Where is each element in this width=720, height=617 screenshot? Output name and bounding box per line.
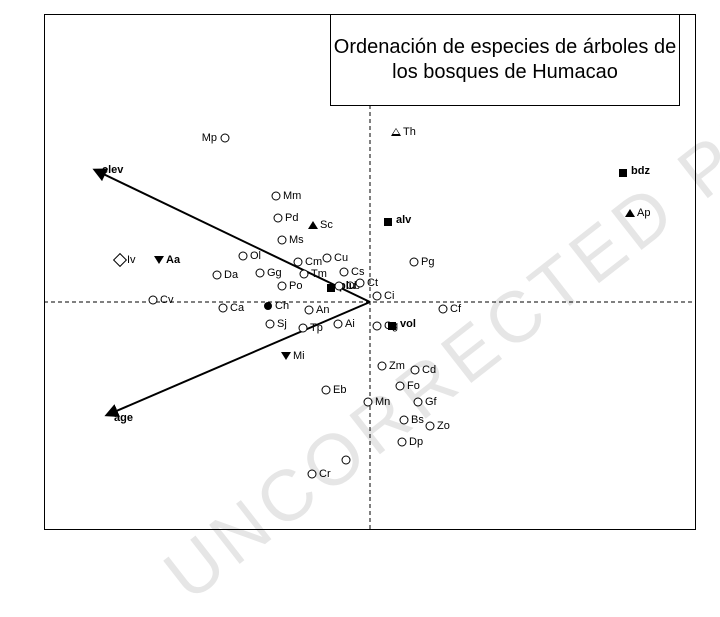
- label-Cs: Cs: [351, 266, 364, 278]
- species-Gf: [414, 398, 423, 407]
- label-Cg: Cg: [384, 320, 398, 332]
- species-Dp: [398, 438, 407, 447]
- species-Po: [278, 282, 287, 291]
- label-alv: alv: [396, 214, 411, 226]
- species-Ci: [373, 292, 382, 301]
- species-Cb: [335, 282, 344, 291]
- species-Ch: [264, 302, 272, 310]
- species-Ct: [356, 279, 365, 288]
- label-Bs: Bs: [411, 414, 424, 426]
- env-bdz: [619, 169, 627, 177]
- species-Pd: [274, 214, 283, 223]
- label-Gg: Gg: [267, 267, 282, 279]
- label-Tm: Tm: [311, 268, 327, 280]
- species-Ai: [334, 320, 343, 329]
- species-Mn: [364, 398, 373, 407]
- label-Zm: Zm: [389, 360, 405, 372]
- label-Th: Th: [403, 126, 416, 138]
- species-Cr: [308, 470, 317, 479]
- label-Mn: Mn: [375, 396, 390, 408]
- species-Sj: [266, 320, 275, 329]
- label-Cm: Cm: [305, 256, 322, 268]
- label-Ol: Ol: [250, 250, 261, 262]
- species-Bs: [400, 416, 409, 425]
- species-Ca: [219, 304, 228, 313]
- species-Fo: [396, 382, 405, 391]
- species-pt: [342, 456, 351, 465]
- label-Tp: Tp: [310, 322, 323, 334]
- species-Zo: [426, 422, 435, 431]
- label-Aa: Aa: [166, 254, 180, 266]
- label-Ca: Ca: [230, 302, 244, 314]
- label-Da: Da: [224, 269, 238, 281]
- species-Cv: [149, 296, 158, 305]
- label-bdz: bdz: [631, 165, 650, 177]
- species-Cm: [294, 258, 303, 267]
- label-Sj: Sj: [277, 318, 287, 330]
- species-Da: [213, 271, 222, 280]
- label-Eb: Eb: [333, 384, 346, 396]
- label-Mm: Mm: [283, 190, 301, 202]
- label-Dp: Dp: [409, 436, 423, 448]
- species-Ap: [625, 209, 635, 217]
- label-elev: elev: [102, 164, 123, 176]
- label-Mi: Mi: [293, 350, 305, 362]
- species-Zm: [378, 362, 387, 371]
- label-Cd: Cd: [422, 364, 436, 376]
- species-Tp: [299, 324, 308, 333]
- label-Ai: Ai: [345, 318, 355, 330]
- label-Zo: Zo: [437, 420, 450, 432]
- label-age: age: [114, 412, 133, 424]
- species-Sc: [308, 221, 318, 229]
- species-Cg: [373, 322, 382, 331]
- species-Cd: [411, 366, 420, 375]
- label-Pg: Pg: [421, 256, 434, 268]
- label-vol: vol: [400, 318, 416, 330]
- label-Mp: Mp: [202, 132, 217, 144]
- label-Ct: Ct: [367, 277, 378, 289]
- label-Sc: Sc: [320, 219, 333, 231]
- label-Fo: Fo: [407, 380, 420, 392]
- label-Cf: Cf: [450, 303, 461, 315]
- species-Iv: [113, 253, 127, 267]
- species-Cu: [323, 254, 332, 263]
- species-Ms: [278, 236, 287, 245]
- label-Cr: Cr: [319, 468, 331, 480]
- species-Eb: [322, 386, 331, 395]
- species-Mm: [272, 192, 281, 201]
- label-Iv: Iv: [127, 254, 136, 266]
- label-Pd: Pd: [285, 212, 298, 224]
- label-Ci: Ci: [384, 290, 394, 302]
- species-Gg: [256, 269, 265, 278]
- label-Ms: Ms: [289, 234, 304, 246]
- points-layer: elevagealvpluvolbdzMpThMmPdScApMsOlCmCuA…: [0, 0, 720, 540]
- species-Mi: [281, 352, 291, 360]
- label-Cv: Cv: [160, 294, 173, 306]
- label-Ch: Ch: [275, 300, 289, 312]
- species-Tm: [300, 270, 309, 279]
- species-An: [305, 306, 314, 315]
- species-Ol: [239, 252, 248, 261]
- label-Gf: Gf: [425, 396, 437, 408]
- species-Pg: [410, 258, 419, 267]
- species-Mp: [221, 134, 230, 143]
- label-Cu: Cu: [334, 252, 348, 264]
- species-Cf: [439, 305, 448, 314]
- species-Aa: [154, 256, 164, 264]
- label-An: An: [316, 304, 329, 316]
- label-Ap: Ap: [637, 207, 650, 219]
- label-Po: Po: [289, 280, 302, 292]
- env-alv: [384, 218, 392, 226]
- species-Th: [391, 128, 401, 136]
- species-Cs: [340, 268, 349, 277]
